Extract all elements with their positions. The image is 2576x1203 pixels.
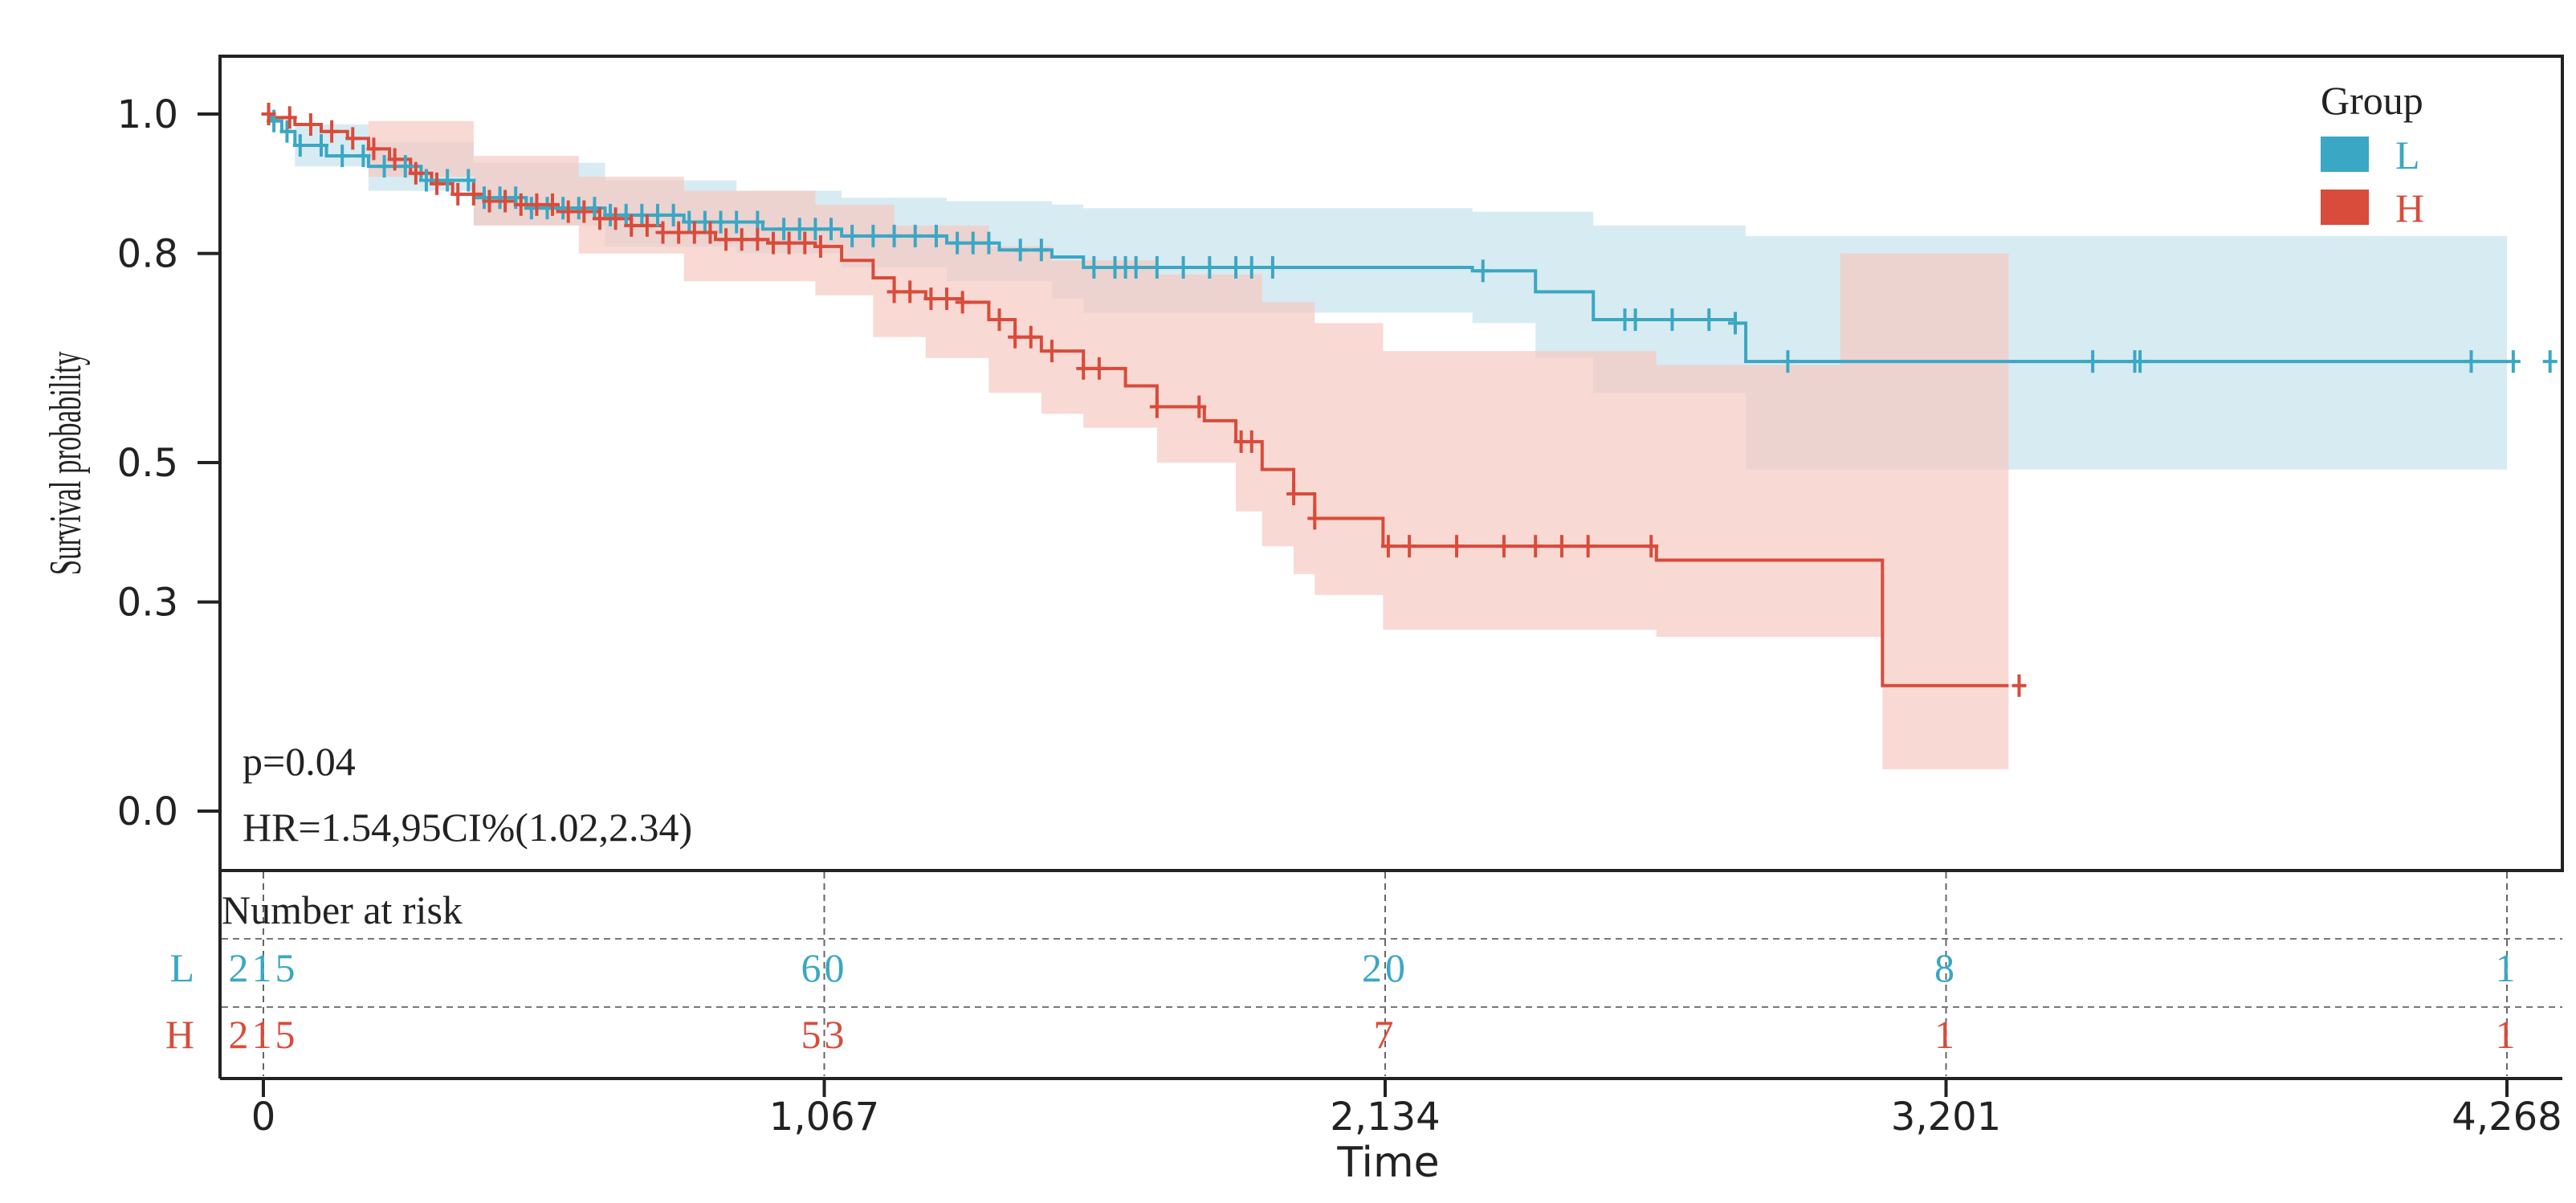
y-tick-label-3: 0.3 bbox=[117, 581, 178, 626]
y-tick-label-0: 1.0 bbox=[117, 92, 178, 137]
legend: Group L H bbox=[2321, 78, 2424, 230]
censor-marks bbox=[261, 103, 2558, 697]
risk-table-title: Number at risk bbox=[222, 887, 463, 932]
legend-label-l: L bbox=[2395, 133, 2420, 177]
risk-row-label-l: L bbox=[169, 945, 194, 990]
x-tick-label-1: 1,067 bbox=[769, 1095, 879, 1140]
risk-count-l-3: 8 bbox=[1934, 945, 1958, 990]
hazard-ratio-annotation: HR=1.54,95CI%(1.02,2.34) bbox=[243, 805, 692, 850]
risk-count-l-4: 1 bbox=[2496, 945, 2519, 990]
x-tick-label-2: 2,134 bbox=[1330, 1095, 1440, 1140]
y-tick-label-4: 0.0 bbox=[117, 789, 178, 834]
x-tick-label-4: 4,268 bbox=[2452, 1095, 2562, 1140]
y-axis: 1.0 0.8 0.5 0.3 0.0 bbox=[117, 92, 218, 834]
risk-table: L 215 60 20 8 1 H 215 53 7 1 1 bbox=[165, 938, 2562, 1057]
y-tick-label-1: 0.8 bbox=[117, 232, 178, 277]
confidence-bands bbox=[263, 114, 2507, 769]
survival-curve-l bbox=[263, 112, 2507, 364]
risk-count-l-0: 215 bbox=[229, 945, 299, 990]
legend-label-h: H bbox=[2395, 186, 2424, 230]
risk-count-h-1: 53 bbox=[801, 1012, 848, 1057]
x-tick-label-0: 0 bbox=[251, 1095, 276, 1140]
x-tick-label-3: 3,201 bbox=[1891, 1095, 2001, 1140]
risk-count-l-1: 60 bbox=[801, 945, 848, 990]
legend-swatch-h bbox=[2321, 190, 2369, 225]
y-tick-label-2: 0.5 bbox=[117, 441, 178, 486]
x-axis-label: Time bbox=[1336, 1139, 1439, 1187]
plot-panel-frame bbox=[218, 55, 2564, 872]
risk-count-h-3: 1 bbox=[1934, 1012, 1958, 1057]
risk-count-h-0: 215 bbox=[229, 1012, 299, 1057]
risk-count-h-2: 7 bbox=[1374, 1012, 1397, 1057]
x-axis: 0 1,067 2,134 3,201 4,268 bbox=[251, 872, 2562, 1140]
risk-count-h-4: 1 bbox=[2496, 1012, 2519, 1057]
p-value-annotation: p=0.04 bbox=[243, 739, 356, 784]
legend-swatch-l bbox=[2321, 137, 2369, 172]
risk-row-label-h: H bbox=[165, 1012, 194, 1057]
y-axis-label: Survival probability bbox=[41, 351, 92, 575]
risk-count-l-2: 20 bbox=[1362, 945, 1408, 990]
ci-band-h bbox=[263, 114, 2009, 769]
legend-title: Group bbox=[2321, 78, 2423, 123]
